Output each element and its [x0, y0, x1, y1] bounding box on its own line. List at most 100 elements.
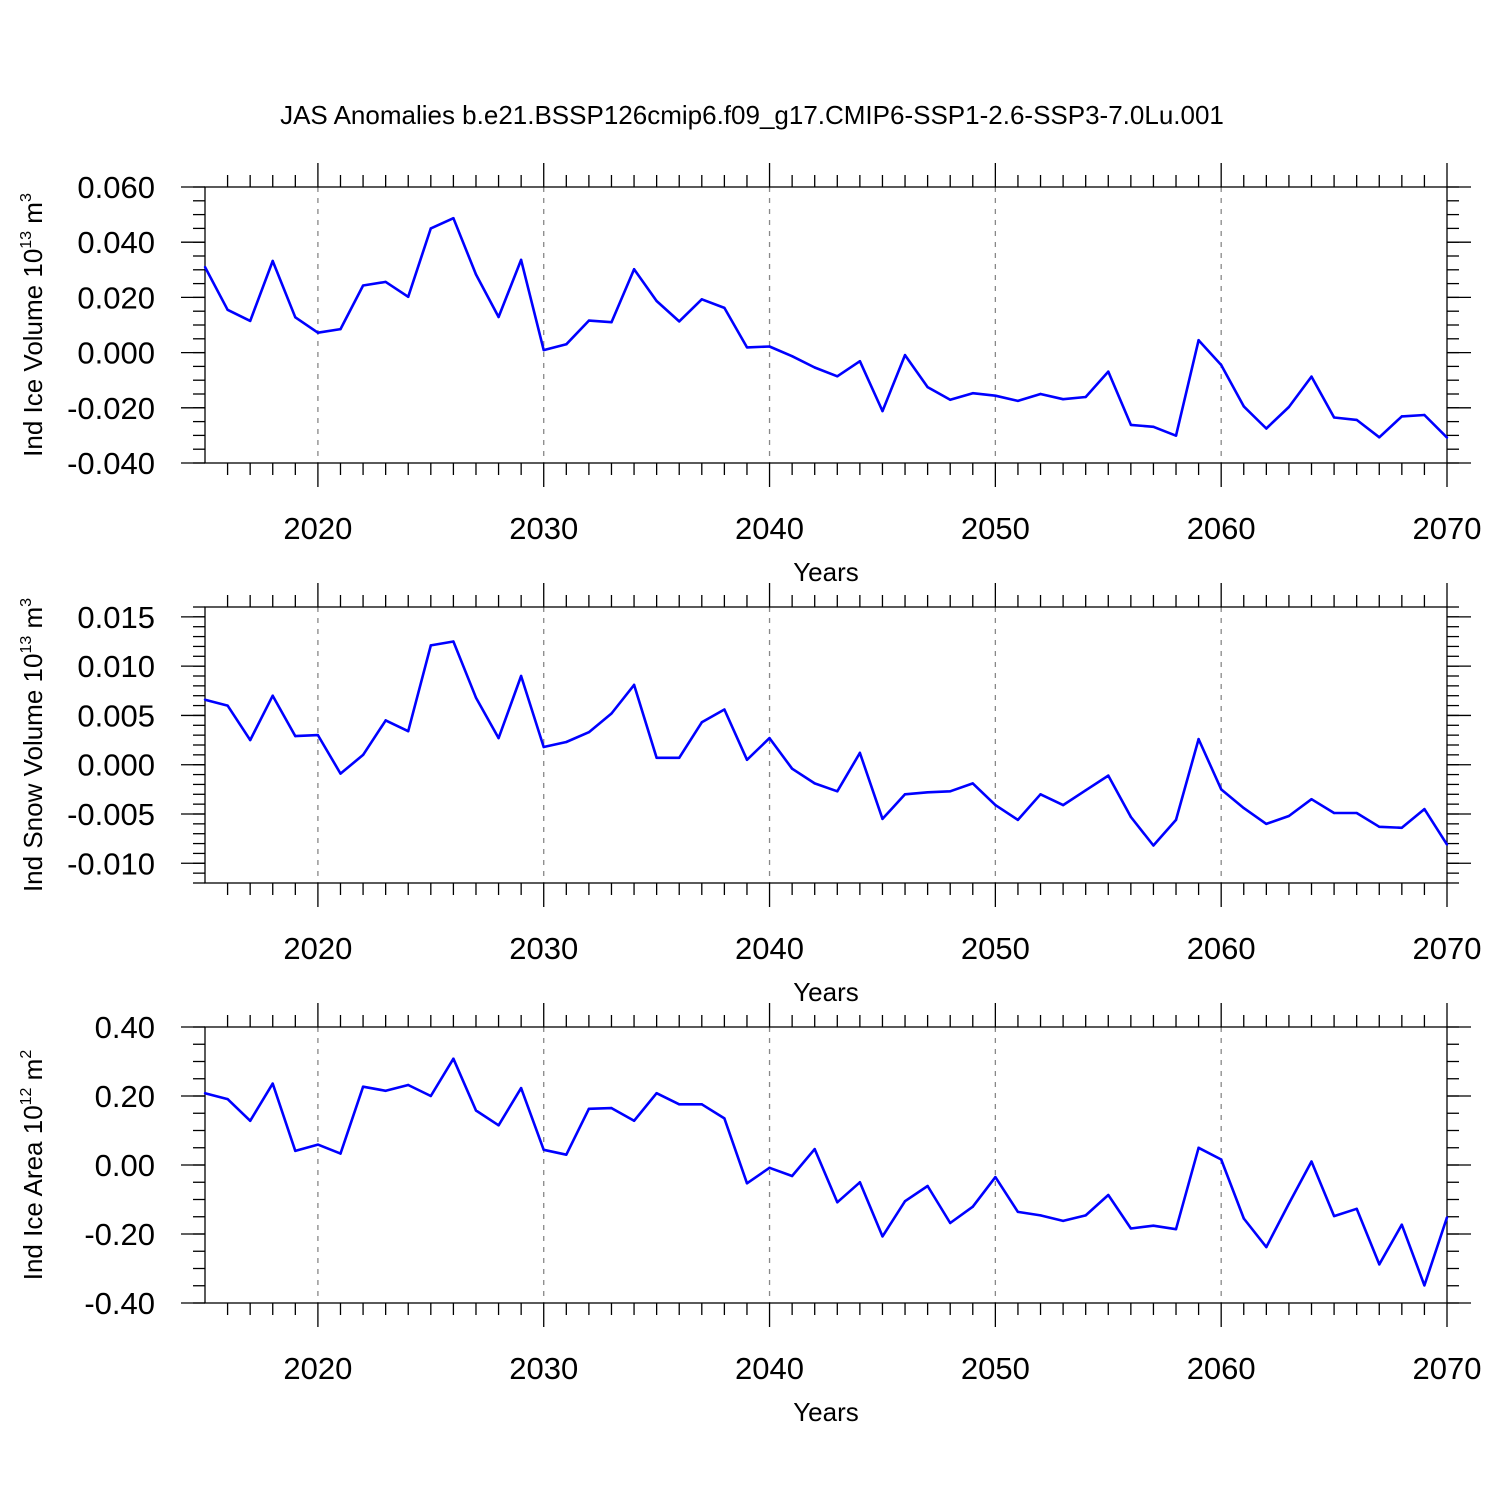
y-tick-label: -0.040 [67, 446, 155, 481]
data-point [1400, 826, 1404, 829]
data-point [1174, 434, 1178, 437]
data-point [836, 1201, 839, 1204]
data-point [1265, 822, 1268, 826]
data-point [1129, 423, 1133, 427]
data-point [768, 736, 771, 740]
data-point [565, 343, 568, 346]
y-axis-label-unit: m [18, 607, 48, 636]
y-axis-label-exponent: 12 [18, 1087, 35, 1105]
y-axis-label-unit: m [18, 1059, 48, 1088]
y-tick-label: 0.005 [77, 698, 155, 733]
data-point [565, 740, 568, 744]
x-axis-label: Years [793, 977, 859, 1007]
data-point [1265, 1245, 1268, 1249]
data-point [700, 721, 703, 724]
y-axis-label: Ind Ice Volume 1013 m3 [18, 193, 48, 457]
data-point [1084, 1214, 1087, 1217]
data-point [678, 320, 681, 323]
data-point [994, 1175, 997, 1179]
data-point [1039, 1214, 1042, 1217]
data-point [271, 259, 274, 263]
data-point [1129, 1227, 1133, 1230]
data-point [926, 1184, 929, 1188]
data-point [519, 1086, 523, 1090]
data-point [248, 319, 252, 323]
x-tick-label: 2050 [961, 1351, 1030, 1386]
data-point [1039, 793, 1042, 796]
data-point [1445, 843, 1449, 846]
plot-frame [204, 1026, 1448, 1304]
y-axis-label-unit-exponent: 2 [18, 1050, 35, 1059]
data-point [474, 273, 478, 276]
data-point [949, 398, 952, 401]
data-point [1174, 818, 1178, 822]
data-point [339, 1152, 342, 1155]
data-point [587, 1107, 591, 1110]
data-point [768, 345, 771, 348]
y-axis-label-unit-exponent: 3 [18, 193, 35, 202]
data-point [384, 280, 387, 284]
data-point [858, 359, 862, 363]
x-tick-label: 2070 [1413, 511, 1482, 546]
data-point [858, 1181, 862, 1184]
data-point [339, 772, 342, 775]
data-point [858, 751, 862, 755]
data-point [1107, 774, 1110, 777]
data-point [813, 782, 816, 785]
data-point [790, 1174, 794, 1178]
data-point [723, 708, 726, 711]
data-point [745, 1182, 749, 1185]
y-axis-label: Ind Snow Volume 1013 m3 [18, 598, 48, 892]
data-point [1242, 1217, 1245, 1220]
data-point [361, 753, 365, 757]
data-point [519, 674, 523, 678]
data-point [1355, 418, 1358, 422]
data-point [881, 817, 884, 821]
data-point [248, 738, 252, 742]
y-tick-label: 0.000 [77, 336, 155, 371]
data-point [994, 803, 997, 807]
data-point [1197, 338, 1200, 342]
panels: -0.040 -0.020 0.000 0.020 0.040 0.060 2020 2030… [18, 163, 1481, 1427]
y-tick-label: 0.20 [95, 1079, 155, 1114]
data-point [610, 712, 613, 715]
data-point [1219, 788, 1223, 791]
data-point [1039, 392, 1042, 396]
data-point [407, 295, 410, 299]
data-point [316, 1143, 320, 1146]
y-tick-label: 0.000 [77, 748, 155, 783]
data-point [587, 730, 591, 734]
data-point [745, 758, 749, 761]
data-point [226, 704, 229, 707]
data-point [1197, 737, 1200, 741]
data-point [294, 734, 297, 738]
x-tick-label: 2040 [735, 511, 804, 546]
y-tick-label: -0.40 [84, 1286, 155, 1321]
data-point [678, 756, 681, 760]
data-point [407, 1083, 410, 1087]
data-point [1287, 814, 1291, 818]
data-point [881, 1235, 884, 1238]
data-point [610, 321, 613, 324]
data-point [1107, 1193, 1110, 1197]
x-axis-label: Years [793, 1397, 859, 1427]
y-tick-label: 0.020 [77, 280, 155, 315]
data-point [1423, 413, 1426, 417]
data-point [339, 327, 342, 331]
data-point [203, 265, 207, 269]
data-point [610, 1106, 613, 1110]
x-tick-label: 2040 [735, 1351, 804, 1386]
data-point [655, 756, 658, 760]
series-line [204, 640, 1449, 847]
y-tick-label: 0.010 [77, 649, 155, 684]
y-tick-label: 0.00 [95, 1148, 155, 1183]
data-point [565, 1153, 568, 1156]
data-point [1242, 806, 1245, 810]
data-point [1332, 811, 1336, 815]
y-tick-label: 0.015 [77, 600, 155, 635]
x-tick-label: 2060 [1187, 1351, 1256, 1386]
x-tick-label: 2020 [283, 1351, 352, 1386]
data-point [316, 331, 320, 334]
y-axis-label-text: Ind Snow Volume 10 [18, 654, 48, 893]
